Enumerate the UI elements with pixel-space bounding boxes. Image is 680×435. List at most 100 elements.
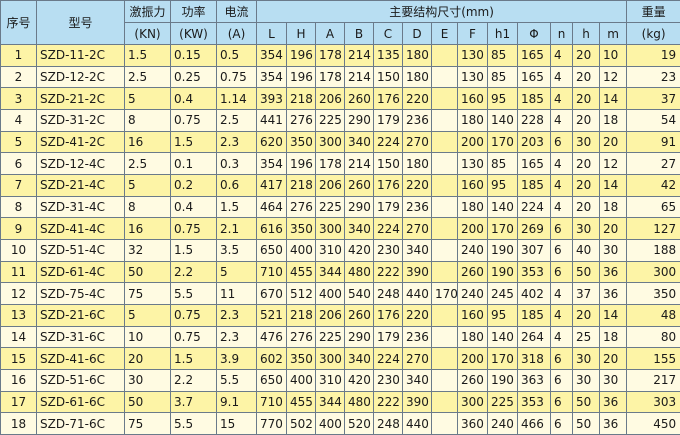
table-cell: 224 xyxy=(373,130,403,154)
table-cell: 455 xyxy=(286,260,316,284)
table-cell: 290 xyxy=(344,195,374,219)
table-cell: 10 xyxy=(598,44,628,67)
table-row: 18 SZD-71-6C 75 5.5 15 770 502 400 520 248 440 360 2… xyxy=(0,412,680,435)
table-cell: 4 xyxy=(550,152,573,175)
table-cell: 50 xyxy=(572,412,600,435)
table-cell: 20 xyxy=(572,152,600,175)
table-cell: 276 xyxy=(286,195,316,219)
table-cell: 4 xyxy=(550,87,573,110)
dim-header: n xyxy=(550,22,573,45)
table-cell xyxy=(431,173,458,197)
table-cell: 20 xyxy=(572,303,600,327)
table-cell: 48 xyxy=(626,303,680,327)
table-cell: SZD-51-4C xyxy=(36,238,125,262)
table-cell: 2.5 xyxy=(124,65,171,89)
dim-header: A xyxy=(315,22,345,45)
table-cell: 230 xyxy=(373,238,403,262)
table-cell: 200 xyxy=(457,130,488,154)
table-cell: 9.1 xyxy=(216,390,257,414)
table-cell: 502 xyxy=(286,412,316,435)
table-cell: 240 xyxy=(457,238,488,262)
table-cell: SZD-41-2C xyxy=(36,130,125,154)
table-cell: 236 xyxy=(402,195,432,219)
table-cell: 185 xyxy=(517,87,551,110)
table-cell xyxy=(431,195,458,219)
group-header: 主要结构尺寸(mm) xyxy=(255,0,628,23)
table-cell: 14 xyxy=(598,87,628,110)
table-cell: 23 xyxy=(626,65,680,89)
table-cell: 350 xyxy=(626,282,680,305)
table-cell: 180 xyxy=(402,44,432,67)
table-row: 1 SZD-11-2C 1.5 0.15 0.5 354 196 178 214 135 180 13… xyxy=(0,44,680,67)
table-cell: 6 xyxy=(550,217,573,240)
table-cell: 8 xyxy=(0,195,37,219)
table-row: 8 SZD-31-4C 8 0.4 1.5 464 276 225 290 179 236 180 14… xyxy=(0,195,680,219)
table-cell: 710 xyxy=(256,390,287,414)
table-cell: 32 xyxy=(124,238,171,262)
table-cell: 420 xyxy=(344,368,374,392)
table-cell: SZD-12-4C xyxy=(36,152,125,175)
table-cell: 228 xyxy=(517,108,551,132)
table-cell: 420 xyxy=(344,238,374,262)
table-cell: 270 xyxy=(402,217,432,240)
table-cell: 224 xyxy=(517,195,551,219)
table-cell: 318 xyxy=(517,347,551,370)
table-cell: 140 xyxy=(487,108,518,132)
table-cell: 390 xyxy=(402,390,432,414)
table-cell: 220 xyxy=(402,87,432,110)
table-cell: 440 xyxy=(402,282,432,305)
table-cell: 224 xyxy=(373,347,403,370)
table-cell: 402 xyxy=(517,282,551,305)
table-row: 12 SZD-75-4C 75 5.5 11 670 512 400 540 248 440 170 2… xyxy=(0,282,680,305)
table-cell: 37 xyxy=(572,282,600,305)
table-cell: 310 xyxy=(315,368,345,392)
table-cell: 2 xyxy=(0,65,37,89)
column-header: 序号 xyxy=(0,0,37,45)
table-cell: 165 xyxy=(517,152,551,175)
table-cell: 80 xyxy=(626,325,680,349)
table-cell: 218 xyxy=(286,303,316,327)
table-cell: 4 xyxy=(550,108,573,132)
table-cell: 36 xyxy=(598,390,628,414)
table-cell: 440 xyxy=(402,412,432,435)
table-cell: 85 xyxy=(487,152,518,175)
table-cell: 185 xyxy=(517,173,551,197)
table-row: 10 SZD-51-4C 32 1.5 3.5 650 400 310 420 230 340 240… xyxy=(0,238,680,262)
table-cell: 2.3 xyxy=(216,303,257,327)
table-cell: 264 xyxy=(517,325,551,349)
table-cell: 214 xyxy=(344,65,374,89)
table-cell: 10 xyxy=(0,238,37,262)
table-cell: 2.1 xyxy=(216,217,257,240)
table-cell: 15 xyxy=(216,412,257,435)
table-cell: SZD-31-6C xyxy=(36,325,125,349)
table-cell: 40 xyxy=(572,238,600,262)
table-cell: 1 xyxy=(0,44,37,67)
table-cell: 6 xyxy=(550,260,573,284)
table-cell: 512 xyxy=(286,282,316,305)
table-cell: 269 xyxy=(517,217,551,240)
table-cell: 236 xyxy=(402,325,432,349)
table-cell: 15 xyxy=(0,347,37,370)
table-cell: 203 xyxy=(517,130,551,154)
table-cell: 180 xyxy=(457,108,488,132)
table-cell: 0.6 xyxy=(216,173,257,197)
table-cell: 20 xyxy=(598,130,628,154)
table-cell: SZD-71-6C xyxy=(36,412,125,435)
table-cell xyxy=(431,87,458,110)
table-cell xyxy=(431,65,458,89)
table-cell: 6 xyxy=(550,412,573,435)
table-cell: 248 xyxy=(373,412,403,435)
table-cell: 85 xyxy=(487,44,518,67)
table-cell: 344 xyxy=(315,390,345,414)
table-cell: 1.5 xyxy=(170,347,217,370)
table-cell: 196 xyxy=(286,44,316,67)
table-cell: 276 xyxy=(286,325,316,349)
table-cell: 140 xyxy=(487,195,518,219)
table-cell: 196 xyxy=(286,65,316,89)
table-cell xyxy=(431,130,458,154)
table-cell: 464 xyxy=(256,195,287,219)
column-header: 激振力 xyxy=(124,0,171,23)
table-cell: 260 xyxy=(344,303,374,327)
table-cell: 4 xyxy=(550,195,573,219)
table-cell: 206 xyxy=(315,173,345,197)
